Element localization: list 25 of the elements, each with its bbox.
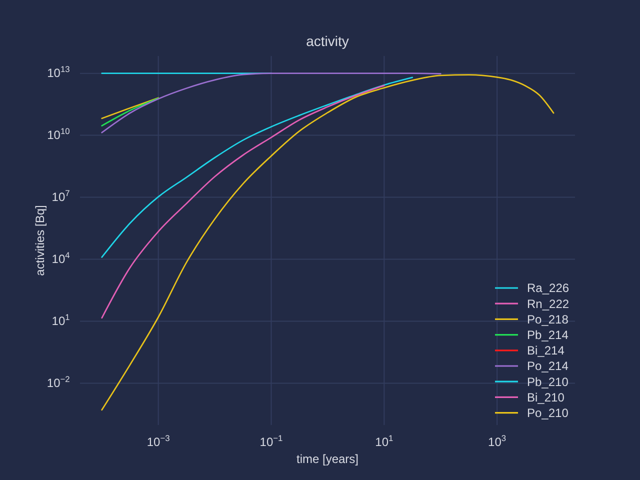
- y-axis-title: activities [Bq]: [33, 205, 47, 276]
- legend-label: Ra_226: [527, 281, 570, 296]
- y-tick-label: 10$^{4}$: [52, 250, 70, 266]
- legend-label: Rn_222: [527, 296, 570, 311]
- line-series: [101, 72, 442, 134]
- x-tick-label: 10$^{3}$: [488, 433, 506, 449]
- y-tick-label: 10$^{−2}$: [46, 374, 70, 390]
- legend-label: Pb_210: [527, 374, 569, 389]
- x-tick-label: 10$^{−3}$: [146, 433, 170, 449]
- x-tick-label: 10$^{1}$: [375, 433, 394, 449]
- legend-label: Po_214: [527, 359, 569, 374]
- y-tick-label: 10$^{13}$: [47, 64, 70, 80]
- legend-label: Po_218: [527, 312, 569, 326]
- x-axis-title: time [years]: [296, 452, 359, 466]
- chart-title: activity: [306, 33, 349, 49]
- line-series: [101, 84, 385, 319]
- legend-label: Bi_214: [527, 344, 565, 358]
- y-tick-label: 10$^{1}$: [52, 312, 70, 328]
- x-tick-label: 10$^{−1}$: [260, 433, 284, 449]
- y-tick-label: 10$^{10}$: [47, 126, 70, 142]
- legend-label: Po_210: [527, 406, 569, 420]
- legend-label: Pb_214: [527, 328, 569, 342]
- line-series: [101, 76, 414, 258]
- y-tick-label: 10$^{7}$: [52, 188, 70, 204]
- legend-label: Bi_210: [527, 390, 565, 404]
